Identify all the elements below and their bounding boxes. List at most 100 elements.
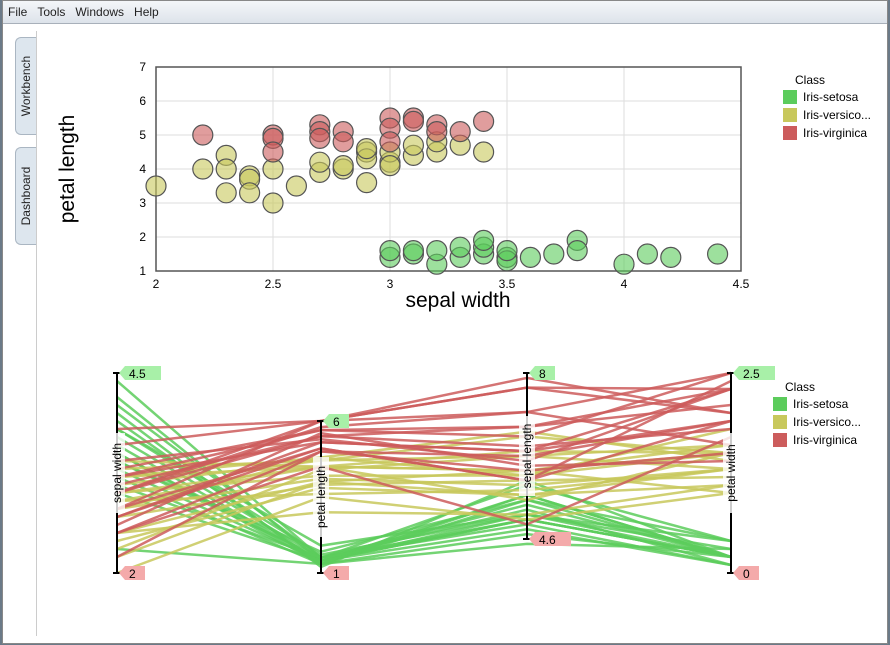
- legend-swatch: [783, 126, 797, 140]
- axis-min-label: 0: [743, 567, 750, 581]
- data-point: [262, 192, 284, 214]
- data-point: [566, 240, 588, 262]
- y-axis-label: petal length: [56, 115, 79, 224]
- tab-workbench[interactable]: Workbench: [15, 37, 36, 135]
- data-point: [145, 175, 167, 197]
- axis-title: petal length: [314, 466, 328, 528]
- data-point: [473, 141, 495, 163]
- series-line: [116, 371, 732, 447]
- series-line: [116, 431, 732, 527]
- data-point: [706, 243, 729, 265]
- series-line: [116, 450, 732, 559]
- data-point: [402, 134, 424, 156]
- axis-min-label-tag: [529, 532, 571, 546]
- data-point: [379, 155, 401, 177]
- axis-min-label: 1: [333, 567, 340, 581]
- y-tick-label: 7: [139, 60, 146, 74]
- axis-label-bg: [519, 416, 535, 496]
- data-point: [215, 158, 237, 180]
- data-point: [262, 141, 284, 163]
- y-tick-label: 1: [139, 264, 146, 278]
- axis-max-label-tag: [529, 366, 555, 380]
- axis-min-label-tag: [733, 566, 759, 580]
- data-point: [660, 246, 682, 268]
- menu-file[interactable]: File: [8, 5, 28, 19]
- data-point: [192, 124, 214, 146]
- series-line: [116, 387, 732, 479]
- axis-min-label: 2: [129, 567, 136, 581]
- series-line: [116, 412, 732, 569]
- legend-entry: Iris-virginica: [803, 126, 867, 140]
- series-line: [116, 542, 732, 566]
- divider: [36, 31, 37, 636]
- data-point: [379, 240, 401, 262]
- legend-entry: Iris-virginica: [793, 433, 857, 447]
- plot-frame: [155, 66, 742, 272]
- data-point: [239, 182, 261, 204]
- legend-swatch: [773, 397, 787, 411]
- data-point: [496, 240, 518, 262]
- axis-title: sepal length: [520, 424, 534, 489]
- axis-label-bg: [109, 433, 125, 513]
- series-line: [116, 387, 732, 479]
- y-tick-label: 6: [139, 94, 146, 108]
- axis-min-label-tag: [323, 566, 349, 580]
- legend-title: Class: [785, 380, 815, 394]
- axis-max-label-tag: [323, 414, 349, 428]
- legend-entry: Iris-versico...: [793, 415, 861, 429]
- data-point: [285, 175, 307, 197]
- data-point: [449, 236, 471, 258]
- series-line: [116, 483, 732, 535]
- axis-max-label: 4.5: [129, 367, 146, 381]
- data-point: [473, 229, 495, 251]
- axis-max-label: 2.5: [743, 367, 760, 381]
- series-line: [116, 386, 732, 495]
- x-tick-label: 2: [153, 277, 160, 291]
- data-point: [426, 240, 448, 262]
- legend-entry: Iris-setosa: [803, 90, 859, 104]
- axis-max-label-tag: [733, 366, 775, 380]
- axis-min-label-tag: [119, 566, 145, 580]
- data-point: [636, 243, 659, 265]
- data-point: [309, 151, 331, 173]
- y-tick-label: 4: [139, 162, 146, 176]
- y-tick-label: 2: [139, 230, 146, 244]
- data-point: [449, 121, 471, 143]
- x-tick-label: 4: [621, 277, 628, 291]
- axis-max-label: 6: [333, 415, 340, 429]
- menu-help[interactable]: Help: [134, 5, 159, 19]
- series-line: [116, 376, 732, 431]
- data-point: [192, 158, 214, 180]
- data-point: [215, 182, 237, 204]
- x-axis-label: sepal width: [405, 289, 510, 312]
- y-tick-label: 5: [139, 128, 146, 142]
- axis-max-label: 8: [539, 367, 546, 381]
- legend-entry: Iris-versico...: [803, 108, 871, 122]
- x-tick-label: 3.5: [499, 277, 516, 291]
- x-tick-label: 4.5: [733, 277, 750, 291]
- data-point: [356, 172, 378, 194]
- menu-tools[interactable]: Tools: [37, 5, 66, 19]
- series-line: [116, 380, 732, 560]
- series-line: [116, 435, 732, 535]
- x-tick-label: 2.5: [265, 277, 282, 291]
- data-point: [332, 131, 354, 153]
- menu-bar: File Tools Windows Help: [3, 1, 887, 24]
- series-line: [116, 491, 732, 575]
- axis-min-label: 4.6: [539, 533, 556, 547]
- data-point: [379, 131, 401, 153]
- axis-label-bg: [313, 457, 329, 537]
- y-tick-label: 3: [139, 196, 146, 210]
- data-point: [613, 253, 635, 275]
- tab-dashboard[interactable]: Dashboard: [15, 147, 36, 245]
- menu-windows[interactable]: Windows: [75, 5, 125, 19]
- legend-swatch: [773, 433, 787, 447]
- legend-swatch: [773, 415, 787, 429]
- axis-label-bg: [723, 433, 739, 513]
- axis-title: sepal width: [110, 443, 124, 503]
- legend-title: Class: [795, 73, 825, 87]
- data-point: [519, 246, 542, 268]
- legend-entry: Iris-setosa: [793, 397, 849, 411]
